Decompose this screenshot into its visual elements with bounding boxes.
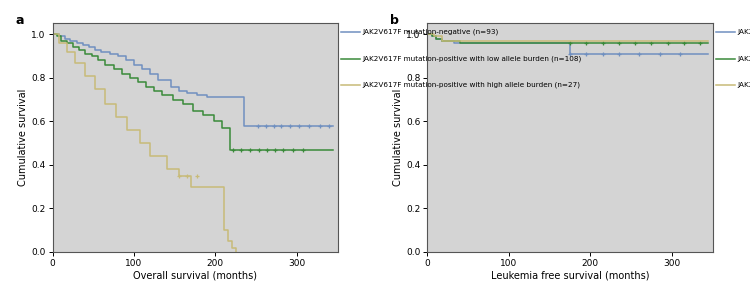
Y-axis label: Cumulative survival: Cumulative survival bbox=[394, 89, 404, 186]
Text: a: a bbox=[16, 14, 24, 27]
Text: JAK2V617F mutation-negative (n=93): JAK2V617F mutation-negative (n=93) bbox=[362, 29, 499, 35]
Text: JAK2V617F mutation-negative (n=93): JAK2V617F mutation-negative (n=93) bbox=[737, 29, 750, 35]
Text: JAK2V617F mutation-positive with high allele burden (n=27): JAK2V617F mutation-positive with high al… bbox=[362, 82, 580, 88]
Text: JAK2V617F mutation-positive with low allele burden (n=108): JAK2V617F mutation-positive with low all… bbox=[362, 55, 581, 62]
X-axis label: Overall survival (months): Overall survival (months) bbox=[133, 271, 257, 281]
X-axis label: Leukemia free survival (months): Leukemia free survival (months) bbox=[490, 271, 650, 281]
Text: JAK2V617F mutation-positive with high allele burden (n=27): JAK2V617F mutation-positive with high al… bbox=[737, 82, 750, 88]
Text: JAK2V617F mutation-positive with low allele burden (n=108): JAK2V617F mutation-positive with low all… bbox=[737, 55, 750, 62]
Y-axis label: Cumulative survival: Cumulative survival bbox=[19, 89, 28, 186]
Text: b: b bbox=[391, 14, 399, 27]
